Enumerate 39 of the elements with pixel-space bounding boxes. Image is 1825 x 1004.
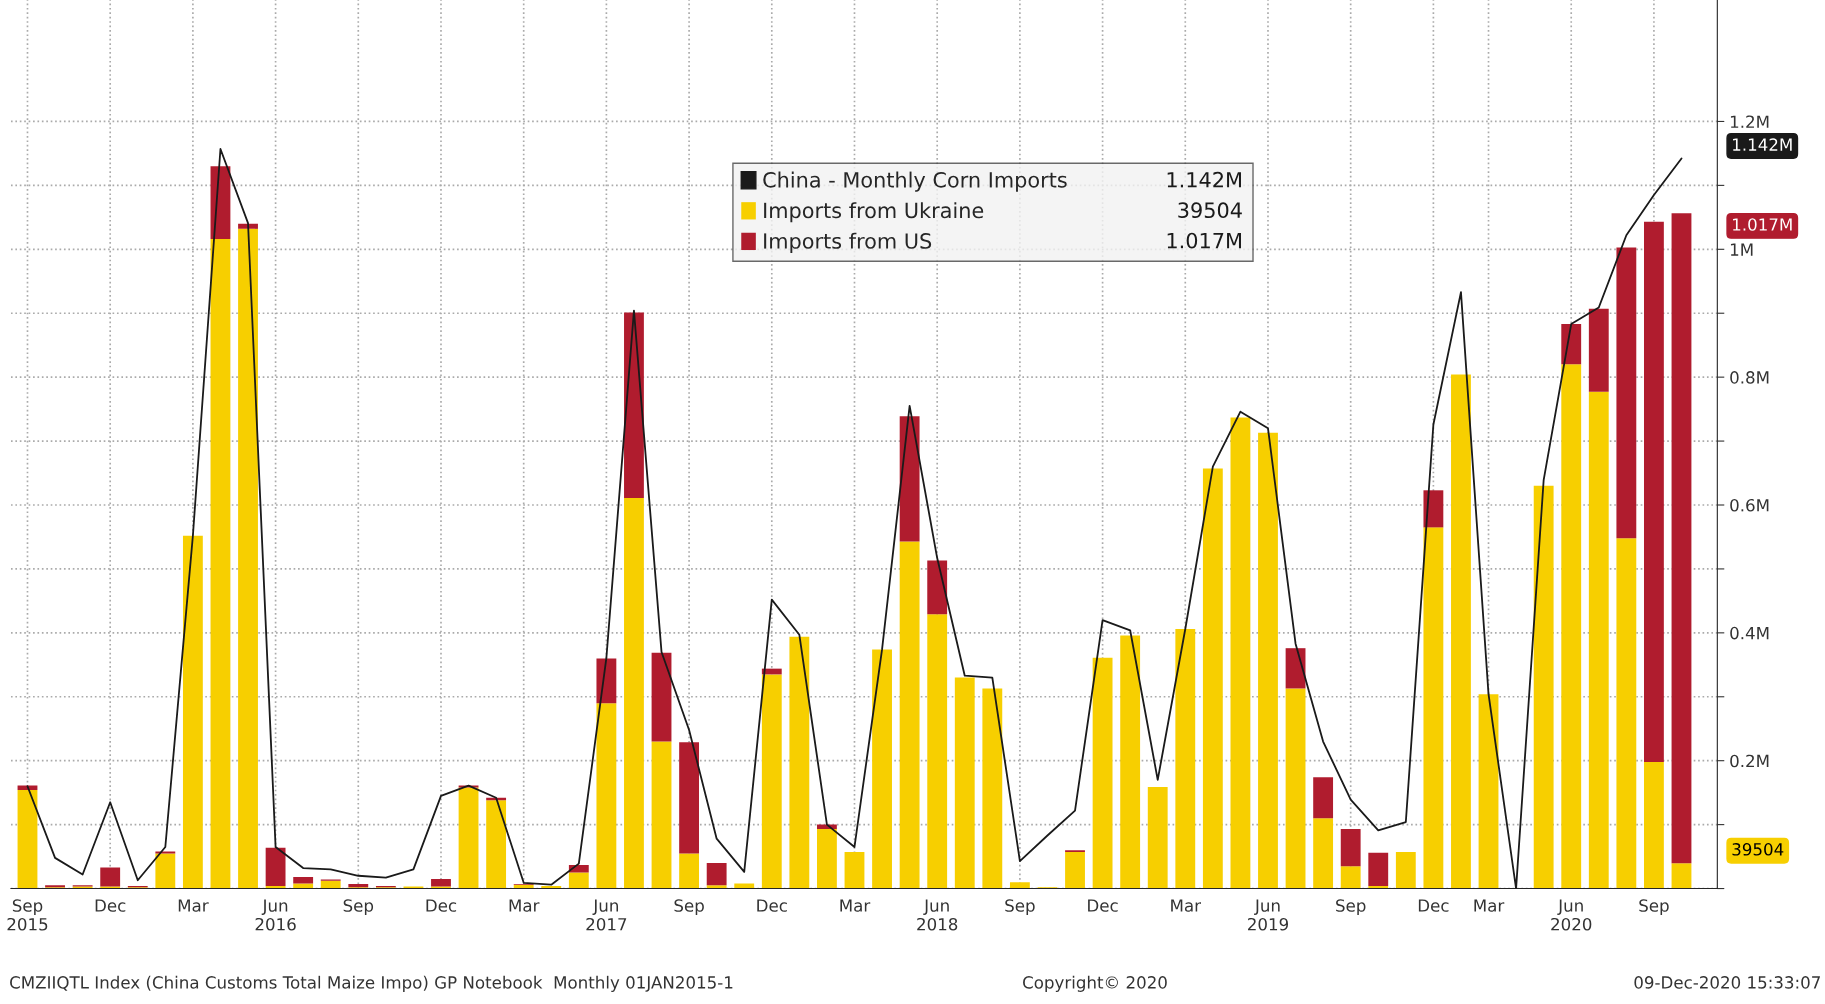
x-tick-label: Jun 2020 bbox=[1551, 899, 1592, 931]
y-tick-label: 1.2M bbox=[1730, 115, 1769, 128]
x-tick-label: Jun 2018 bbox=[917, 899, 958, 931]
x-tick-label: Jun 2017 bbox=[586, 899, 627, 931]
legend-label: Imports from US bbox=[764, 232, 932, 253]
text: 1.017M bbox=[1733, 218, 1792, 231]
y-tick-label: 0.6M bbox=[1730, 498, 1769, 512]
x-tick-label: Mar bbox=[840, 899, 871, 912]
x-tick-label: Sep bbox=[1639, 899, 1669, 916]
x-tick-label: Dec bbox=[95, 899, 126, 912]
text: 09-Dec-2020 15:33:07 bbox=[1634, 976, 1820, 989]
annotation: 39504 bbox=[1178, 202, 1242, 219]
y-tick-label: 0.8M bbox=[1730, 371, 1769, 384]
x-tick-label: Mar bbox=[178, 899, 209, 912]
x-tick-label: Dec bbox=[757, 899, 787, 912]
legend-label: Imports from Ukraine bbox=[764, 202, 984, 223]
x-tick-label: Sep bbox=[1336, 899, 1366, 916]
legend-label: China - Monthly Corn Imports bbox=[763, 171, 1067, 192]
text: 1.142M bbox=[1733, 138, 1792, 151]
annotation: 1.017M bbox=[1167, 232, 1241, 249]
annotation: 1.142M bbox=[1167, 171, 1241, 188]
x-tick-label: Mar bbox=[1171, 899, 1202, 912]
x-tick-label: Mar bbox=[509, 899, 540, 912]
text: CMZIIQTL Index (China Customs Total Maize Impo) GP Notebook Monthly 01JAN2015-1 bbox=[10, 975, 733, 992]
x-tick-label: Jun 2019 bbox=[1248, 899, 1289, 931]
text: Copyright© 2020 bbox=[1023, 975, 1167, 992]
x-tick-label: Dec bbox=[1418, 899, 1449, 912]
x-tick-label: Sep bbox=[1005, 899, 1035, 916]
y-tick-label: 1M bbox=[1730, 243, 1753, 256]
x-tick-label: Sep bbox=[343, 899, 374, 916]
x-tick-label: Sep bbox=[674, 899, 704, 916]
text: 39504 bbox=[1732, 843, 1784, 856]
y-tick-label: 0.4M bbox=[1730, 626, 1769, 640]
x-tick-label: Mar bbox=[1474, 899, 1505, 912]
y-tick-label: 0.2M bbox=[1730, 754, 1769, 768]
x-tick-label: Dec bbox=[1088, 899, 1118, 912]
x-tick-label: Sep 2015 bbox=[7, 899, 48, 931]
x-tick-label: Jun 2016 bbox=[255, 899, 296, 931]
x-tick-label: Dec bbox=[426, 899, 457, 912]
